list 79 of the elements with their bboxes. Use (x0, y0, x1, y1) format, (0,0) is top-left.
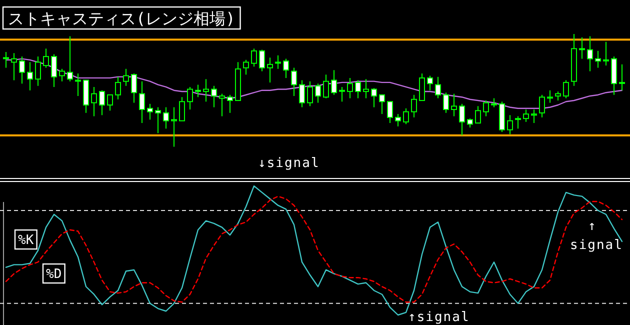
candlestick (123, 68, 129, 86)
candlestick (619, 64, 625, 91)
candlestick (451, 93, 457, 117)
candlestick (203, 78, 209, 102)
candlestick (603, 41, 609, 66)
series-label: %D (46, 267, 62, 282)
candlestick (187, 86, 193, 110)
candlestick (51, 54, 57, 88)
candlestick (355, 80, 361, 99)
candlestick (555, 90, 561, 101)
series-label: %K (18, 233, 34, 248)
candlestick (483, 100, 489, 117)
candlestick (427, 75, 433, 91)
candlestick (523, 109, 529, 122)
candlestick (131, 72, 137, 104)
candlestick (379, 94, 385, 115)
candlestick (195, 84, 201, 98)
candlestick (59, 68, 65, 82)
candlestick (595, 50, 601, 68)
candlestick (371, 88, 377, 108)
candlestick (139, 80, 145, 124)
candlestick (219, 93, 225, 117)
candlestick (299, 80, 305, 108)
chart-title: ストキャスティス(レンジ相場) (8, 9, 236, 28)
candlestick (99, 90, 105, 116)
candlestick (163, 106, 169, 130)
candlestick (147, 103, 153, 120)
candlestick (435, 76, 441, 99)
candlestick (171, 106, 177, 148)
candlestick (411, 94, 417, 118)
candlestick (243, 59, 249, 76)
candlestick (363, 78, 369, 99)
candlestick (323, 74, 329, 99)
candlestick (91, 86, 97, 117)
candlestick (563, 80, 569, 99)
candlestick (515, 116, 521, 130)
candlestick (539, 94, 545, 118)
candlestick (283, 58, 289, 78)
annotation: ↑signal (570, 219, 623, 253)
candlestick (27, 62, 33, 91)
candlestick (251, 48, 257, 68)
candlestick (403, 108, 409, 125)
candlestick (547, 90, 553, 104)
annotation: ↑signal (408, 310, 470, 325)
candlestick (75, 72, 81, 96)
candlestick (419, 72, 425, 101)
candlestick (467, 118, 473, 128)
candlestick (19, 56, 25, 84)
candlestick (179, 96, 185, 122)
candlestick (259, 49, 265, 72)
candlestick (43, 48, 49, 68)
candlestick (507, 114, 513, 135)
candlestick (227, 94, 233, 114)
candlestick (579, 36, 585, 60)
candlestick (459, 103, 465, 136)
candlestick (331, 70, 337, 96)
candlestick (35, 56, 41, 86)
candlestick (587, 36, 593, 72)
candlestick (491, 98, 497, 108)
candlestick (315, 83, 321, 104)
candlestick (531, 109, 537, 124)
candlestick (275, 54, 281, 70)
candlestick (475, 106, 481, 124)
candlestick (67, 36, 73, 82)
candlestick (115, 76, 121, 100)
text: ↓signal (258, 156, 320, 171)
candlestick (155, 106, 161, 134)
candlestick (347, 77, 353, 99)
candlestick (387, 101, 393, 124)
candlestick (211, 85, 217, 108)
candlestick (267, 57, 273, 83)
candlestick (395, 114, 401, 127)
candlestick (107, 94, 113, 112)
candlestick (3, 52, 9, 68)
candlestick (339, 86, 345, 102)
candlestick (307, 80, 313, 107)
candlestick (443, 92, 449, 114)
candlestick (291, 67, 297, 96)
candlestick (11, 52, 17, 81)
